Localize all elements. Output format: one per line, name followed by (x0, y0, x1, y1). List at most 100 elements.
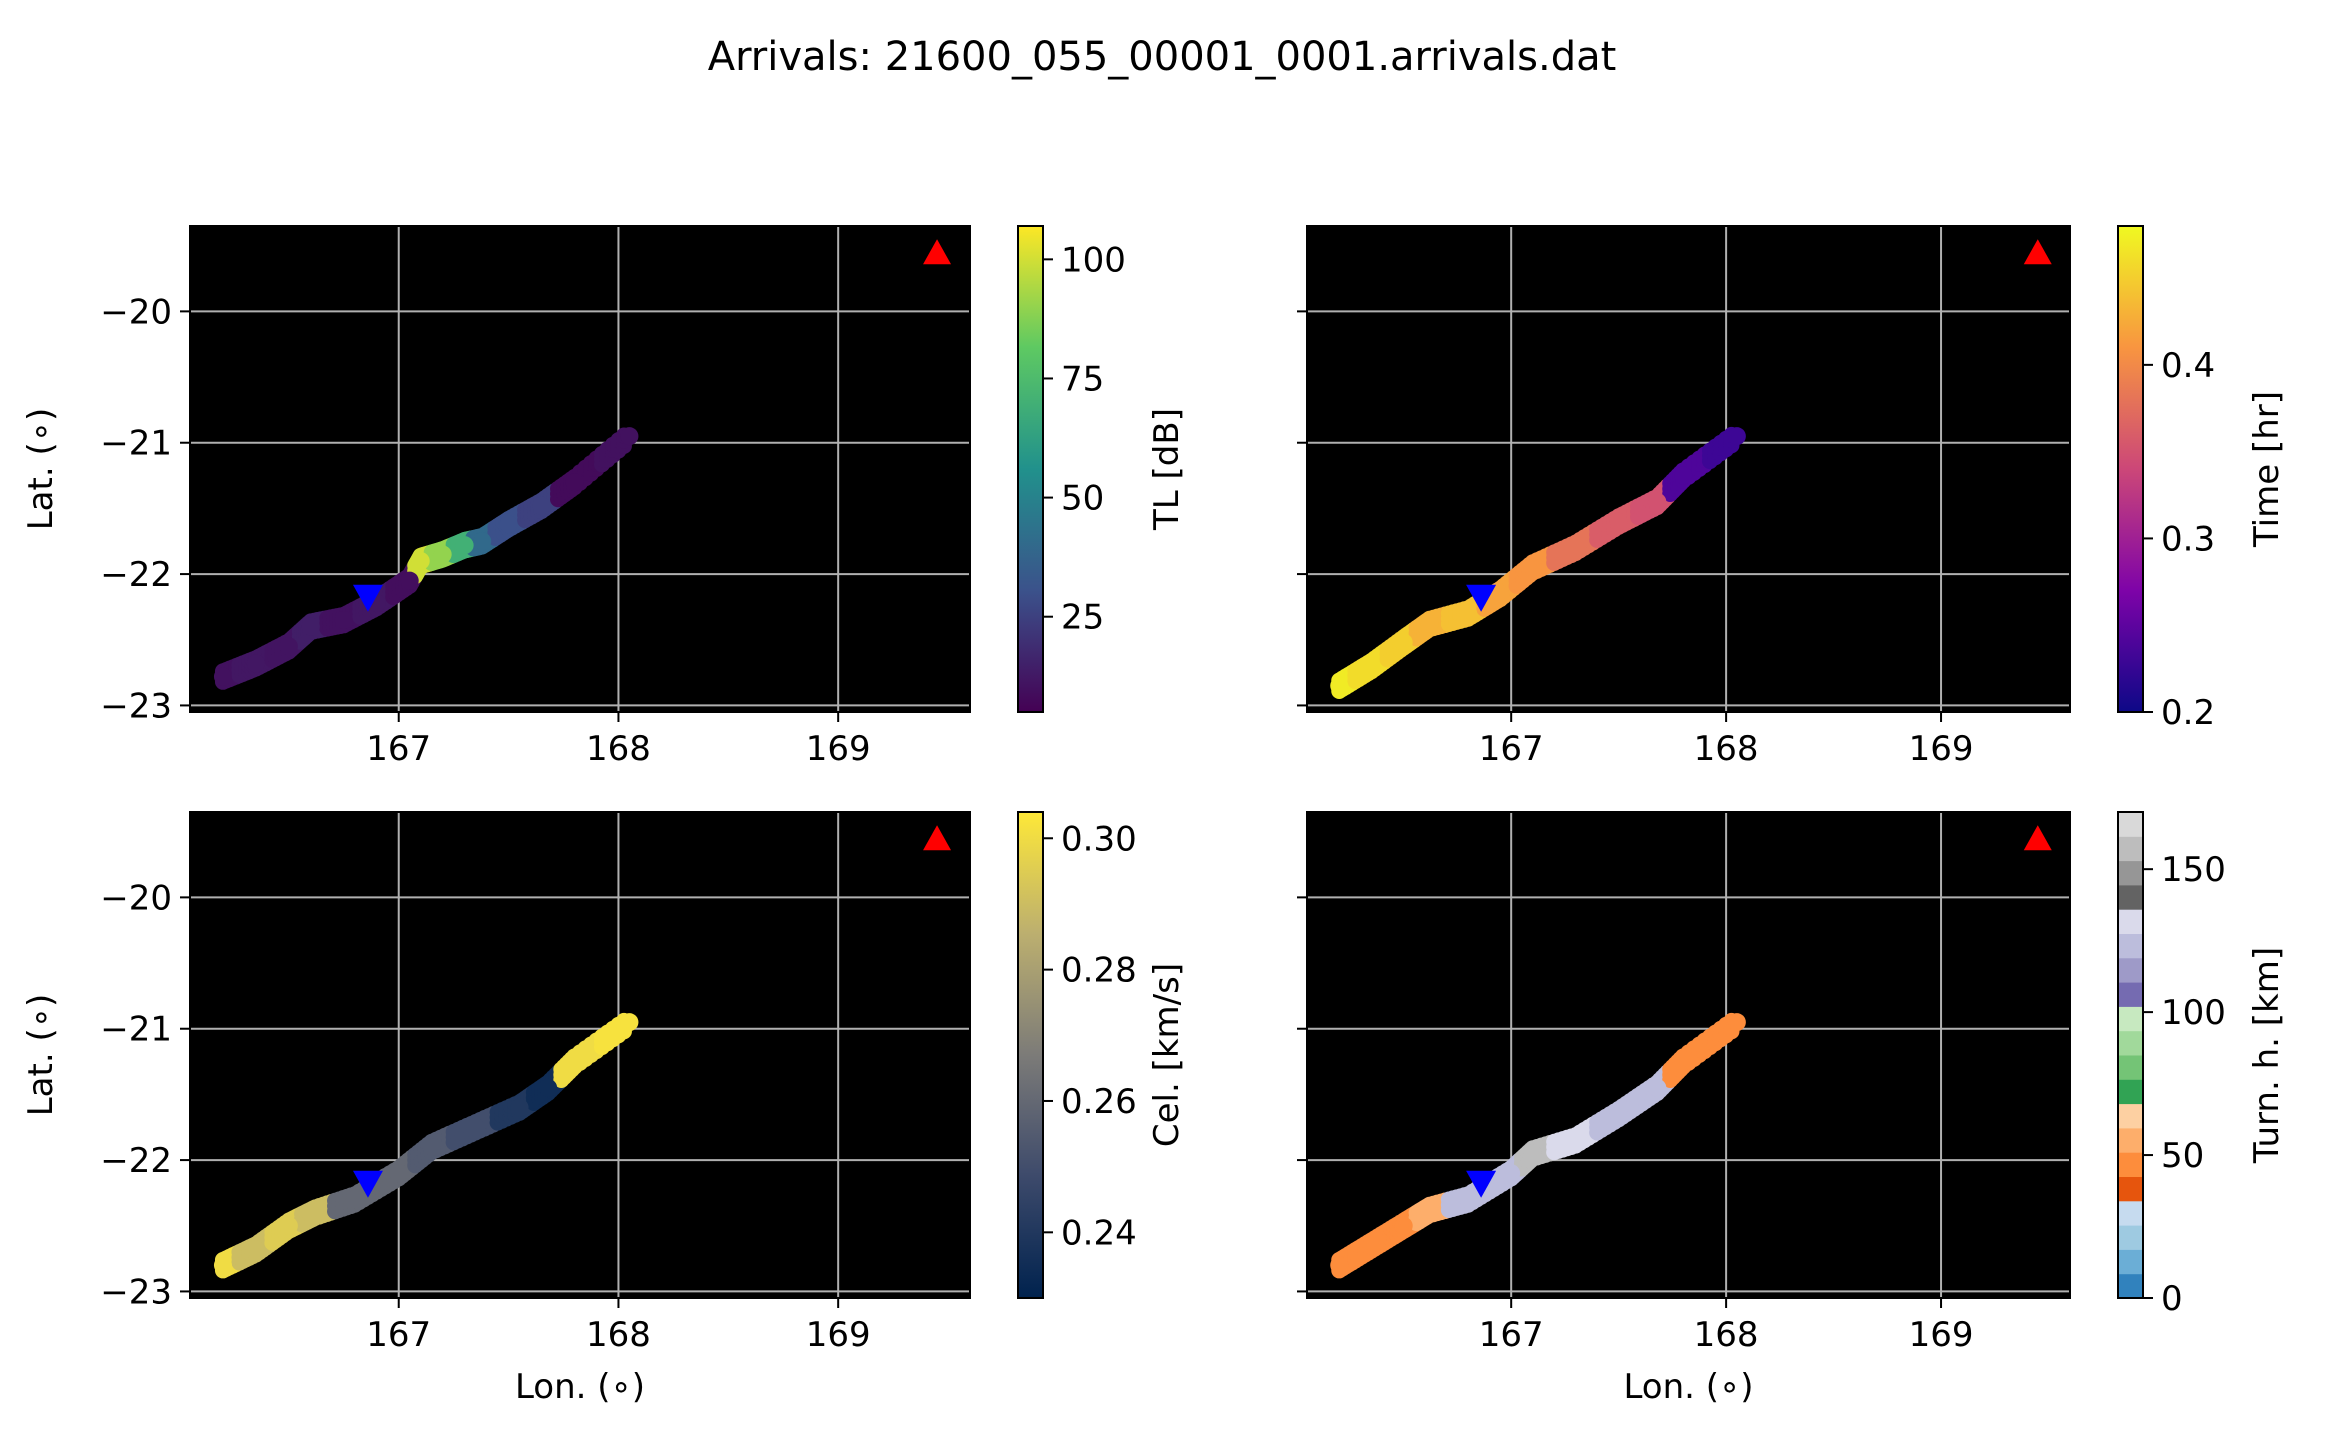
colorbar-gradient (1018, 226, 1043, 712)
plot-frame (189, 225, 971, 713)
colorbar-segment (2118, 1176, 2143, 1202)
colorbar-tick-label-0: 0 (2161, 1279, 2183, 1319)
colorbar-segment (2118, 909, 2143, 934)
data-point-9 (1648, 492, 1667, 511)
x-tick-label-0: 167 (1479, 1315, 1544, 1355)
data-point-0 (1330, 676, 1349, 695)
data-point-3 (301, 617, 320, 636)
data-point-4 (345, 1190, 364, 1209)
receiver-marker (1466, 584, 1497, 612)
data-point-4 (1459, 1190, 1478, 1209)
data-point-1 (1362, 657, 1381, 676)
data-point-2 (279, 1216, 298, 1235)
data-point-0 (213, 667, 232, 686)
colorbar-tick-label-2: 100 (2161, 993, 2226, 1033)
data-point-8 (1609, 1105, 1628, 1124)
colorbar-segment (2118, 933, 2143, 959)
colorbar-tick-label-0: 0.24 (1061, 1213, 1137, 1253)
data-point-8 (510, 1098, 529, 1117)
data-point-5 (1502, 1164, 1521, 1183)
colorbar-segment (2118, 1225, 2143, 1250)
x-tick-label-0: 167 (366, 729, 431, 769)
data-point-0 (213, 1256, 232, 1275)
y-tick-label-0: −20 (100, 878, 172, 918)
colorbar-tick-label-3: 0.30 (1061, 819, 1137, 859)
x-tick-label-1: 168 (586, 729, 651, 769)
x-axis-label: Lon. (∘) (1623, 1367, 1753, 1407)
data-point-6 (1523, 1144, 1542, 1163)
data-point-11 (1727, 1013, 1746, 1032)
data-point-3 (1420, 614, 1439, 633)
y-tick-label-1: −21 (100, 1010, 172, 1050)
x-tick-label-2: 169 (806, 729, 871, 769)
plot-frame (189, 811, 971, 1299)
colorbar-label: TL [dB] (1147, 408, 1187, 531)
data-point-2 (1394, 1216, 1413, 1235)
data-point-6 (400, 571, 419, 590)
data-point-2 (1394, 633, 1413, 652)
colorbar-segment (2118, 957, 2143, 983)
data-point-7 (1566, 1131, 1585, 1150)
data-point-3 (1420, 1200, 1439, 1219)
colorbar-segment (2118, 1152, 2143, 1177)
y-axis-label: Lat. (∘) (21, 994, 61, 1117)
colorbar-tick-label-1: 50 (1061, 479, 1104, 519)
y-tick-label-0: −20 (100, 292, 172, 332)
data-point-8 (433, 545, 452, 564)
x-tick-label-2: 169 (806, 1315, 871, 1355)
data-point-12 (532, 496, 551, 515)
colorbar-tick-label-2: 0.28 (1061, 951, 1137, 991)
data-point-3 (306, 1203, 325, 1222)
colorbar-gradient (1018, 812, 1043, 1298)
y-axis-label: Lat. (∘) (21, 408, 61, 531)
colorbar-tick-label-1: 50 (2161, 1136, 2204, 1176)
data-point-4 (334, 611, 353, 630)
colorbar-tick-label-0: 0.2 (2161, 693, 2215, 733)
data-point-14 (620, 427, 639, 446)
data-point-11 (1727, 427, 1746, 446)
data-point-7 (1566, 538, 1585, 557)
panel-3: 167 168 169 −20 −21 −22 −23 Lon. (∘) Lat. (∘) 0.2… (21, 811, 1187, 1407)
data-point-0 (1330, 1256, 1349, 1275)
data-point-9 (1648, 1078, 1667, 1097)
plot-frame (1306, 225, 2071, 713)
colorbar-frame (2117, 225, 2144, 713)
panel-4: 167 168 169 Lon. (∘) 0 50 100 150 Turn. h. [km] (1297, 811, 2287, 1407)
x-tick-label-1: 168 (1694, 729, 1759, 769)
colorbar-label: Turn. h. [km] (2247, 947, 2287, 1164)
colorbar-tick-label-0: 25 (1061, 598, 1104, 638)
x-tick-label-2: 169 (1909, 729, 1974, 769)
receiver-marker (1466, 1170, 1497, 1198)
source-marker (2023, 239, 2052, 265)
colorbar: 0 50 100 150 Turn. h. [km] (2117, 811, 2287, 1319)
data-point-11 (620, 1013, 639, 1032)
y-tick-label-1: −21 (100, 424, 172, 464)
colorbar-frame (1017, 225, 1044, 713)
data-point-4 (1459, 604, 1478, 623)
colorbar: 0.24 0.26 0.28 0.30 Cel. [km/s] (1017, 811, 1187, 1299)
receiver-marker (352, 1170, 383, 1198)
x-tick-label-2: 169 (1909, 1315, 1974, 1355)
colorbar-tick-label-3: 150 (2161, 850, 2226, 890)
x-tick-label-1: 168 (586, 1315, 651, 1355)
colorbar-tick-label-1: 0.3 (2161, 519, 2215, 559)
data-point-5 (1491, 584, 1510, 603)
colorbar-segment (2118, 1249, 2143, 1275)
data-point-9 (539, 1078, 558, 1097)
data-point-7 (466, 1118, 485, 1137)
y-tick-label-3: −23 (100, 686, 172, 726)
data-point-13 (565, 473, 584, 492)
data-point-9 (455, 536, 474, 555)
data-point-1 (246, 654, 265, 673)
data-point-10 (565, 1052, 584, 1071)
y-tick-label-2: −22 (100, 1141, 172, 1181)
colorbar-segment (2118, 884, 2143, 910)
x-axis-label: Lon. (∘) (515, 1367, 645, 1407)
data-point-11 (499, 515, 518, 534)
figure-title: Arrivals: 21600_055_00001_0001.arrivals.… (708, 34, 1617, 80)
colorbar-segment (2118, 1006, 2143, 1032)
data-point-2 (279, 637, 298, 656)
data-point-1 (1362, 1236, 1381, 1255)
colorbar-segment (2118, 1079, 2143, 1105)
colorbar-tick-label-2: 0.4 (2161, 346, 2215, 386)
